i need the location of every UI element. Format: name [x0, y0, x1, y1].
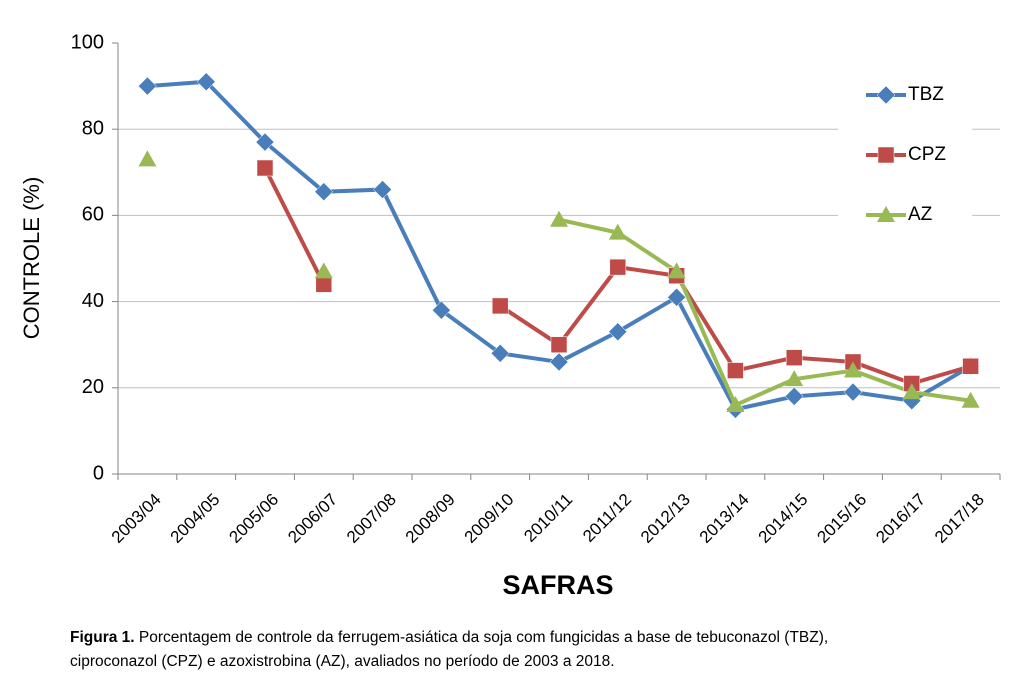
- x-tick-label: 2011/12: [579, 490, 635, 546]
- marker: [491, 297, 509, 315]
- x-tick-label: 2013/14: [696, 490, 753, 547]
- marker: [138, 76, 157, 96]
- marker: [785, 349, 803, 366]
- x-tick-label: 2010/11: [520, 490, 576, 546]
- x-tick-label: 2006/07: [284, 490, 341, 547]
- y-tick-label: 100: [71, 31, 104, 53]
- x-tick-label: 2007/08: [343, 490, 400, 547]
- marker: [314, 182, 334, 202]
- marker: [727, 362, 744, 379]
- marker: [550, 336, 568, 353]
- marker: [138, 150, 157, 167]
- x-tick-label: 2009/10: [461, 490, 518, 547]
- marker: [667, 262, 686, 279]
- x-tick-label: 2004/05: [167, 490, 224, 547]
- marker: [726, 396, 745, 413]
- caption-text: Porcentagem de controle da ferrugem-asiá…: [139, 629, 828, 646]
- marker: [608, 322, 628, 342]
- y-tick-label: 40: [82, 290, 104, 312]
- caption-label: Figura 1.: [70, 629, 135, 646]
- series-line: [558, 217, 971, 408]
- marker: [785, 370, 804, 387]
- marker: [550, 210, 568, 227]
- x-tick-label: 2014/15: [755, 490, 812, 547]
- marker: [432, 300, 451, 320]
- marker: [609, 258, 627, 276]
- marker: [549, 352, 569, 372]
- marker: [877, 146, 895, 164]
- marker: [314, 262, 333, 279]
- marker: [961, 391, 980, 408]
- legend-label: TBZ: [908, 84, 944, 105]
- marker: [876, 85, 896, 105]
- marker: [608, 223, 627, 240]
- x-tick-label: 2017/18: [931, 490, 988, 547]
- x-axis-title: SAFRAS: [502, 570, 613, 600]
- marker: [784, 387, 804, 406]
- marker: [196, 72, 216, 92]
- y-axis-title: CONTROLE (%): [19, 177, 44, 340]
- marker: [490, 343, 510, 363]
- marker: [902, 383, 921, 400]
- x-tick-label: 2016/17: [872, 490, 929, 547]
- marker: [255, 132, 275, 152]
- marker: [962, 358, 979, 375]
- legend: TBZ CPZ AZ: [838, 62, 972, 242]
- y-tick-label: 0: [93, 462, 104, 484]
- marker: [373, 180, 392, 199]
- y-tick-label: 80: [82, 117, 104, 139]
- marker: [843, 382, 863, 402]
- x-tick-label: 2008/09: [402, 490, 459, 547]
- caption-text: ciproconazol (CPZ) e azoxistrobina (AZ),…: [70, 653, 615, 670]
- y-tick-label: 60: [82, 204, 104, 226]
- marker: [667, 287, 686, 307]
- x-tick-label: 2015/16: [813, 490, 870, 547]
- y-tick-label: 20: [82, 376, 104, 398]
- x-tick-label: 2012/13: [637, 490, 694, 547]
- legend-label: AZ: [908, 204, 933, 225]
- marker: [315, 276, 333, 293]
- legend-label: CPZ: [908, 144, 946, 165]
- marker: [877, 206, 895, 222]
- legend-box: [838, 62, 972, 242]
- marker: [844, 361, 862, 378]
- caption-line: Figura 1. Porcentagem de controle da fer…: [70, 629, 828, 646]
- x-tick-label: 2005/06: [225, 490, 282, 547]
- x-tick-label: 2003/04: [108, 490, 165, 547]
- marker: [256, 159, 274, 177]
